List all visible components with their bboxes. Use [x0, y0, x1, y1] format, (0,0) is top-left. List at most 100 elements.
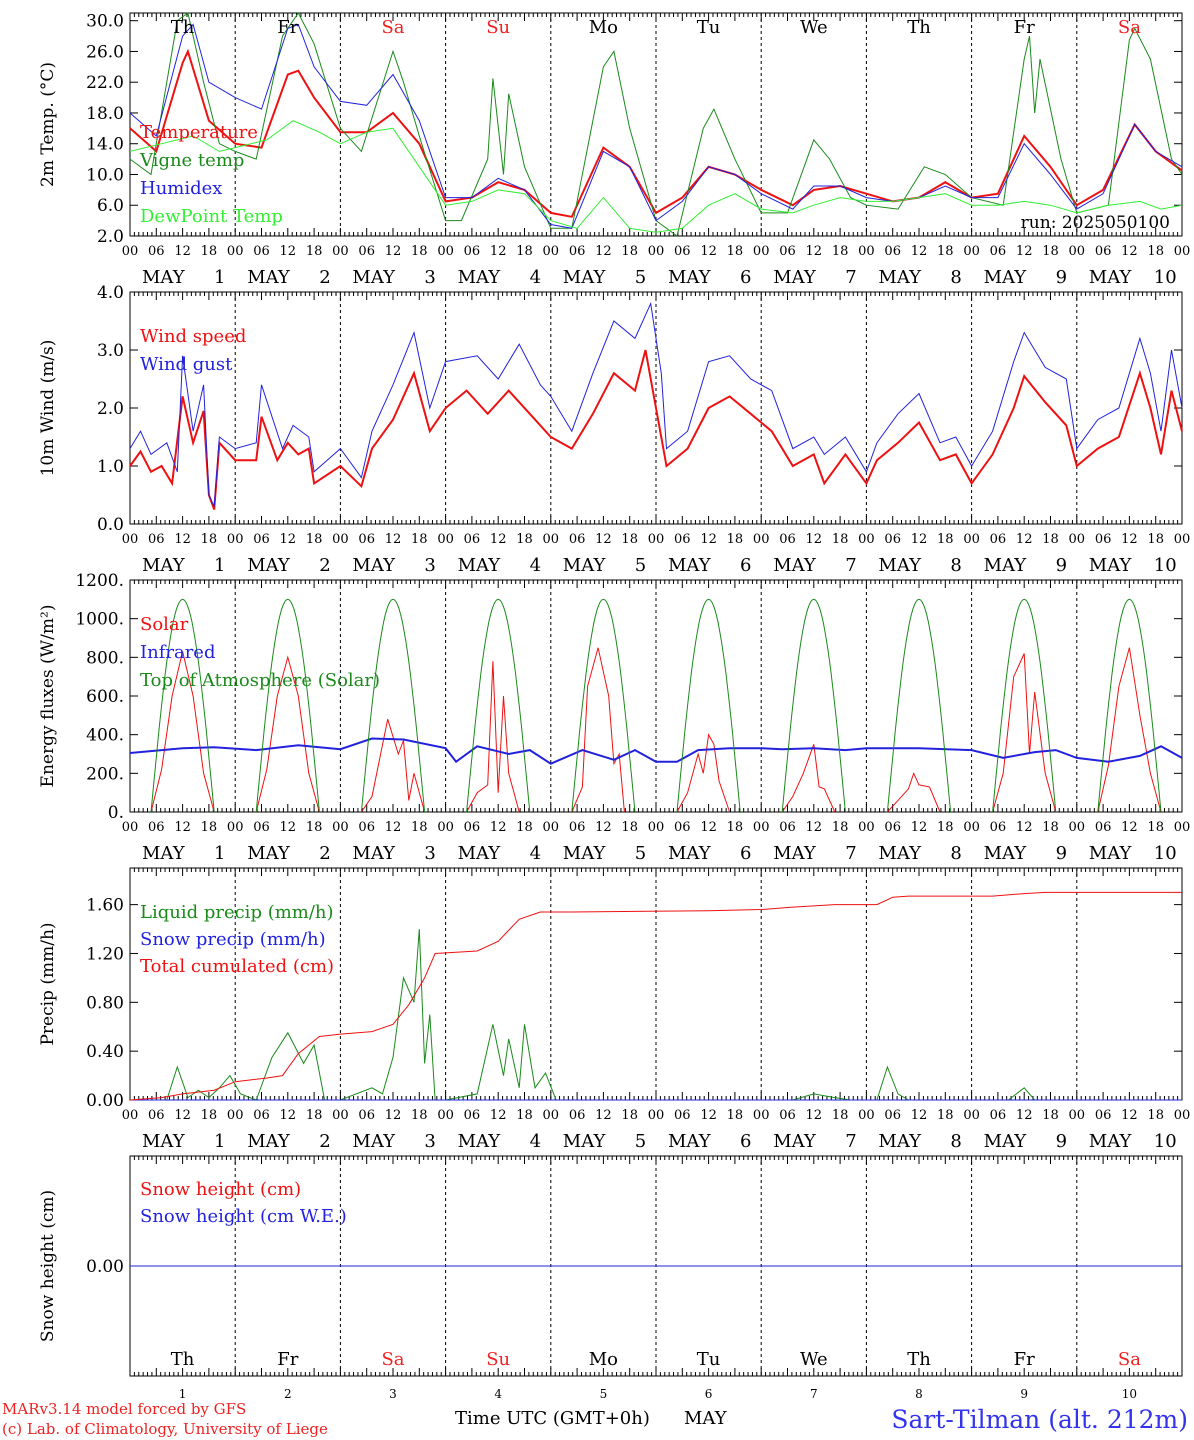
x-month-label: MAY	[563, 267, 607, 288]
x-day-number-label: 2	[319, 843, 330, 864]
x-day-number-label: 3	[424, 555, 435, 576]
x-day-number-label: 2	[319, 1131, 330, 1152]
x-day-number-label: 8	[950, 843, 961, 864]
x-day-number-label: 4	[530, 555, 541, 576]
x-hour-label: 06	[990, 1108, 1007, 1123]
y-tick-label: 4.0	[97, 283, 124, 303]
x-hour-label: 12	[1121, 1108, 1138, 1123]
x-hour-label: 06	[464, 1108, 481, 1123]
series-dewpoint-temp-line	[129, 120, 1183, 233]
x-hour-label: 06	[990, 820, 1007, 835]
x-hour-label: 06	[464, 532, 481, 547]
x-day-number-label: 6	[740, 267, 751, 288]
x-hour-label: 00	[122, 532, 139, 547]
weekday-label-bottom: Tu	[697, 1349, 721, 1370]
x-hour-label: 06	[674, 244, 691, 259]
x-month-label: MAY	[458, 555, 502, 576]
x-hour-label: 06	[358, 1108, 375, 1123]
legend-entry: Liquid precip (mm/h)	[140, 902, 334, 923]
weekday-label-top: Mo	[589, 17, 618, 38]
x-hour-label: 06	[674, 820, 691, 835]
weekday-label-top: We	[800, 17, 828, 38]
x-day-number-label: 7	[845, 1131, 856, 1152]
series-toa-solar-line	[992, 598, 1057, 813]
x-hour-label: 06	[358, 820, 375, 835]
x-hour-label: 12	[595, 532, 612, 547]
x-hour-label: 18	[832, 820, 849, 835]
x-hour-label: 00	[122, 244, 139, 259]
x-day-number-label: 5	[635, 1131, 646, 1152]
x-month-label: MAY	[878, 555, 922, 576]
x-hour-label: 06	[253, 820, 270, 835]
x-hour-label: 00	[753, 1108, 770, 1123]
x-hour-label: 06	[148, 532, 165, 547]
x-hour-label: 00	[648, 532, 665, 547]
x-hour-label: 06	[358, 244, 375, 259]
legend-entry: Snow height (cm W.E.)	[140, 1206, 347, 1227]
day-number-bottom: 10	[1122, 1387, 1137, 1401]
x-hour-label: 18	[1147, 532, 1164, 547]
y-tick-label: 0.00	[86, 1091, 124, 1111]
x-hour-label: 18	[832, 532, 849, 547]
y-axis-label: Energy fluxes (W/m²)	[38, 605, 58, 788]
x-month-label: MAY	[247, 267, 291, 288]
x-month-label: MAY	[984, 555, 1028, 576]
legend-entry: Temperature	[140, 122, 258, 143]
x-month-label: MAY	[352, 267, 396, 288]
x-hour-label: 06	[1095, 532, 1112, 547]
x-hour-label: 06	[674, 532, 691, 547]
x-hour-label: 12	[700, 532, 717, 547]
legend-entry: Snow precip (mm/h)	[140, 929, 326, 950]
x-hour-label: 06	[358, 532, 375, 547]
x-day-number-label: 8	[950, 1131, 961, 1152]
x-hour-label: 12	[174, 1108, 191, 1123]
weekday-label-top: Th	[171, 17, 195, 38]
day-number-bottom: 5	[600, 1387, 608, 1401]
weekday-label-top: Sa	[1118, 17, 1141, 38]
series-toa-solar-line	[1097, 598, 1162, 813]
y-tick-label: 6.0	[97, 196, 124, 216]
x-hour-label: 00	[227, 820, 244, 835]
x-hour-label: 06	[884, 820, 901, 835]
x-hour-label: 06	[779, 1108, 796, 1123]
x-month-label: MAY	[878, 843, 922, 864]
weekday-label-bottom: Su	[486, 1349, 510, 1370]
x-day-number-label: 10	[1154, 1131, 1177, 1152]
footer-station-label: Sart-Tilman (alt. 212m)	[891, 1405, 1188, 1434]
weekday-label-top: Th	[907, 17, 931, 38]
y-tick-label: 30.0	[86, 12, 124, 32]
x-month-label: MAY	[668, 555, 712, 576]
x-hour-label: 06	[569, 820, 586, 835]
x-hour-label: 12	[700, 1108, 717, 1123]
x-month-label: MAY	[773, 843, 817, 864]
x-hour-label: 00	[858, 244, 875, 259]
x-month-label: MAY	[1089, 555, 1133, 576]
x-month-label: MAY	[984, 843, 1028, 864]
x-month-label: MAY	[247, 843, 291, 864]
y-tick-label: 0.	[108, 803, 124, 823]
x-day-number-label: 4	[530, 1131, 541, 1152]
x-hour-label: 18	[621, 244, 638, 259]
x-hour-label: 12	[806, 820, 823, 835]
panel-2: 4.0 3.0 2.0 1.0 0.0 10m Wind (m/s) Wind speed W…	[38, 283, 1190, 576]
x-hour-label: 06	[779, 820, 796, 835]
y-tick-label: 18.0	[86, 104, 124, 124]
x-hour-label: 12	[911, 244, 928, 259]
x-hour-label: 00	[1069, 820, 1086, 835]
y-tick-label: 3.0	[97, 341, 124, 361]
x-hour-label: 12	[595, 244, 612, 259]
x-day-number-label: 5	[635, 555, 646, 576]
x-hour-label: 12	[595, 820, 612, 835]
x-hour-label: 00	[753, 532, 770, 547]
day-number-bottom: 2	[284, 1387, 292, 1401]
x-hour-label: 00	[648, 244, 665, 259]
x-hour-label: 12	[174, 532, 191, 547]
x-hour-label: 18	[201, 532, 218, 547]
legend-entry: Snow height (cm)	[140, 1179, 301, 1200]
weekday-label-bottom: Sa	[381, 1349, 404, 1370]
x-hour-label: 12	[1016, 820, 1033, 835]
x-hour-label: 06	[1095, 1108, 1112, 1123]
x-day-number-label: 7	[845, 843, 856, 864]
x-day-number-label: 10	[1154, 555, 1177, 576]
series-infrared-line	[129, 737, 1183, 765]
